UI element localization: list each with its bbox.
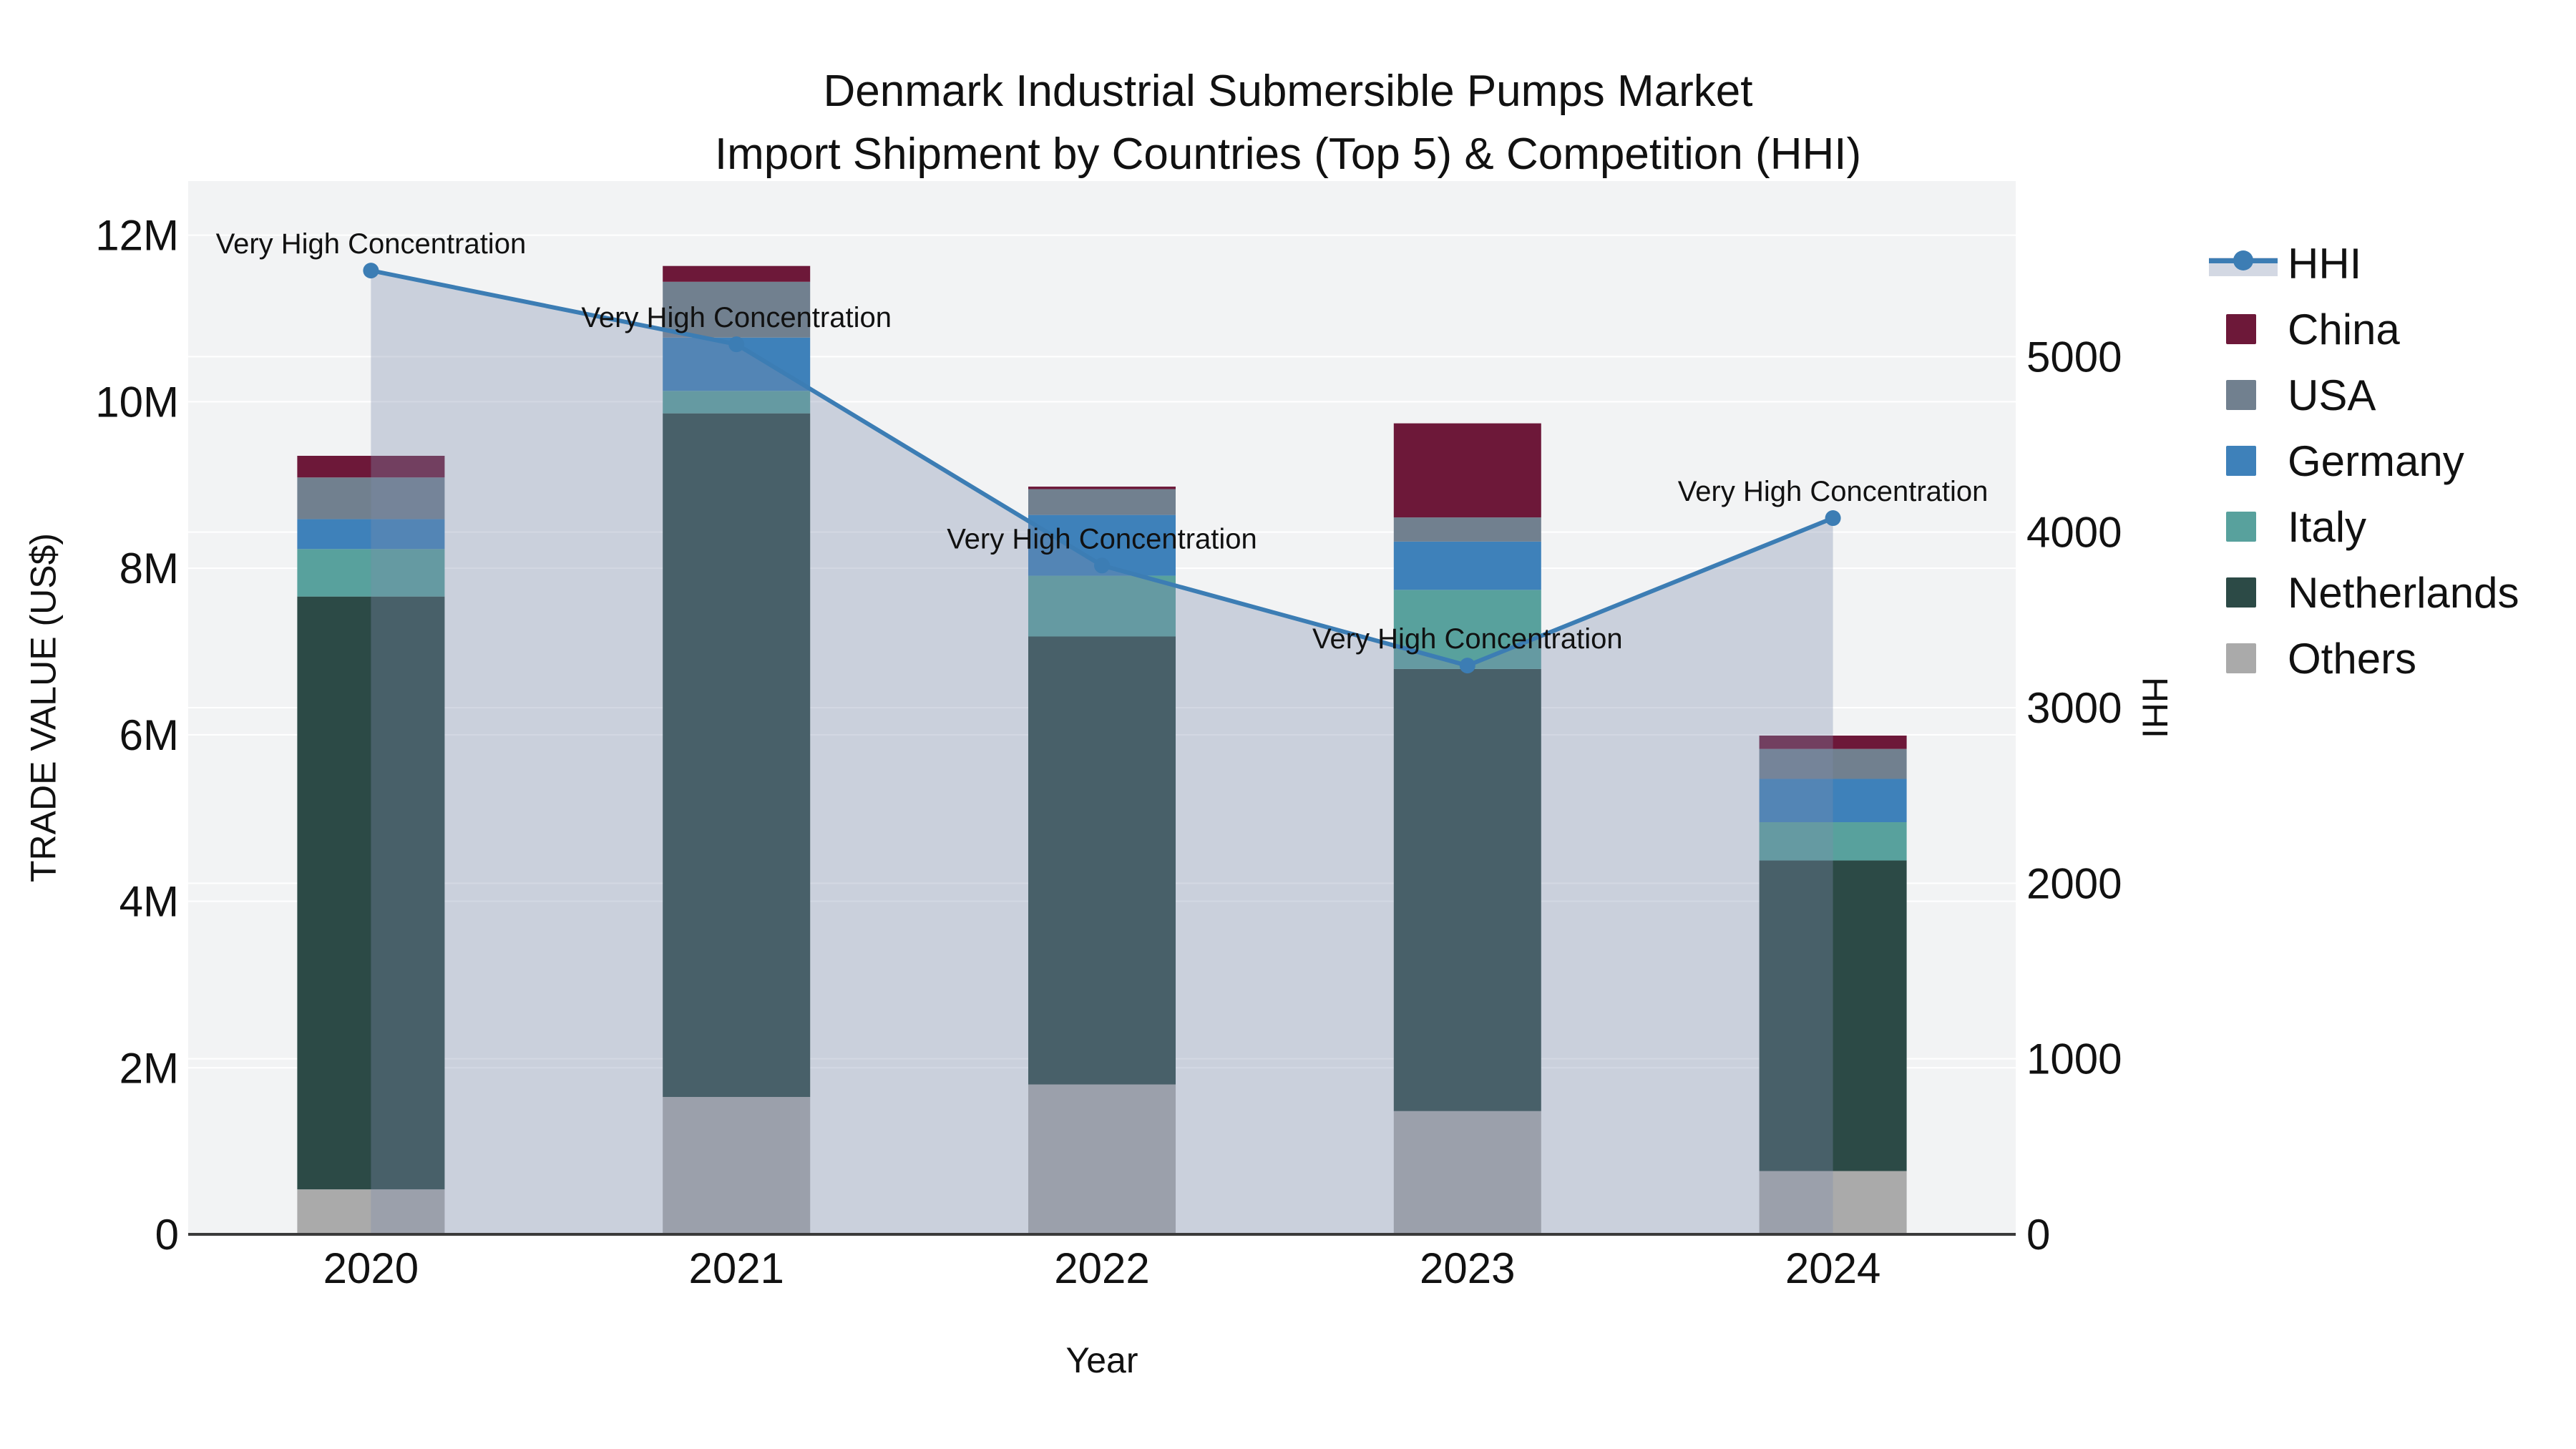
legend-item-italy[interactable]: Italy [2209, 494, 2519, 560]
legend-label: HHI [2288, 239, 2362, 288]
hhi-line-icon [2209, 248, 2278, 279]
hhi-marker-2023 [1459, 658, 1475, 674]
bar-segment-usa-2024 [1759, 748, 1907, 779]
y-tick-label: 8M [119, 545, 179, 592]
bar-segment-italy-2021 [663, 391, 811, 414]
bar-segment-netherlands-2020 [297, 596, 445, 1190]
legend-label: Others [2288, 634, 2417, 683]
bar-segment-germany-2024 [1759, 779, 1907, 822]
annotation-2021: Very High Concentration [581, 302, 892, 333]
bar-segment-others-2022 [1028, 1084, 1176, 1234]
y2-tick-label: 2000 [2026, 859, 2122, 907]
bar-segment-china-2023 [1393, 423, 1541, 518]
bar-segment-netherlands-2023 [1393, 668, 1541, 1111]
legend-label: China [2288, 305, 2400, 353]
legend-item-hhi[interactable]: HHI [2209, 230, 2519, 296]
annotation-2023: Very High Concentration [1312, 623, 1623, 655]
bar-segment-usa-2023 [1393, 517, 1541, 542]
annotation-2020: Very High Concentration [216, 228, 527, 260]
x-tick-label: 2020 [323, 1244, 419, 1292]
legend-label: Netherlands [2288, 568, 2519, 617]
legend: HHI China USA Germany Italy Netherlands … [2209, 230, 2519, 691]
legend-item-usa[interactable]: USA [2209, 362, 2519, 428]
bar-segment-others-2020 [297, 1189, 445, 1234]
y-tick-label: 12M [95, 212, 179, 260]
chart-title-line1: Denmark Industrial Submersible Pumps Mar… [823, 67, 1753, 116]
legend-label: Germany [2288, 436, 2464, 485]
bar-segment-germany-2020 [297, 519, 445, 550]
chart-title: Denmark Industrial Submersible Pumps Mar… [0, 60, 2576, 186]
x-axis-line [188, 1233, 2016, 1236]
bar-segment-italy-2020 [297, 549, 445, 597]
y2-axis-title: HHI [2135, 677, 2175, 738]
bar-segment-others-2024 [1759, 1171, 1907, 1234]
bar-segment-others-2021 [663, 1097, 811, 1234]
germany-swatch-icon [2226, 446, 2256, 476]
bar-segment-netherlands-2022 [1028, 636, 1176, 1085]
x-axis-title: Year [1065, 1340, 1138, 1380]
bar-segment-china-2020 [297, 456, 445, 478]
bar-segment-italy-2024 [1759, 822, 1907, 861]
y2-tick-label: 5000 [2026, 333, 2122, 381]
hhi-marker-2021 [728, 336, 745, 353]
bar-segment-italy-2022 [1028, 575, 1176, 637]
bar-segment-china-2021 [663, 265, 811, 282]
y-tick-label: 0 [155, 1211, 179, 1259]
y2-tick-label: 1000 [2026, 1035, 2122, 1083]
x-tick-label: 2022 [1054, 1244, 1149, 1292]
bar-segment-usa-2020 [297, 477, 445, 519]
x-tick-label: 2023 [1420, 1244, 1515, 1292]
bar-segment-usa-2022 [1028, 489, 1176, 515]
legend-label: USA [2288, 371, 2376, 419]
y-tick-label: 6M [119, 711, 179, 759]
x-tick-label: 2021 [688, 1244, 784, 1292]
others-swatch-icon [2226, 643, 2256, 673]
y2-tick-label: 4000 [2026, 509, 2122, 557]
bar-segment-netherlands-2021 [663, 413, 811, 1097]
hhi-marker-2022 [1094, 557, 1110, 574]
annotation-2022: Very High Concentration [947, 523, 1257, 555]
bar-segment-others-2023 [1393, 1111, 1541, 1234]
y-tick-label: 4M [119, 878, 179, 926]
legend-item-china[interactable]: China [2209, 296, 2519, 362]
usa-swatch-icon [2226, 380, 2256, 410]
legend-item-others[interactable]: Others [2209, 625, 2519, 691]
y-axis-title: TRADE VALUE (US$) [24, 533, 64, 882]
hhi-area [371, 270, 1833, 1234]
bar-segment-usa-2021 [663, 281, 811, 338]
y2-tick-label: 0 [2026, 1211, 2050, 1259]
legend-label: Italy [2288, 502, 2367, 551]
y-tick-label: 2M [119, 1044, 179, 1092]
bar-segment-italy-2023 [1393, 590, 1541, 669]
hhi-marker-2020 [363, 263, 379, 279]
bar-segment-china-2024 [1759, 735, 1907, 749]
bar-segment-germany-2023 [1393, 541, 1541, 590]
chart-title-line2: Import Shipment by Countries (Top 5) & C… [714, 130, 1862, 179]
y2-tick-label: 3000 [2026, 684, 2122, 732]
y-tick-label: 10M [95, 378, 179, 426]
netherlands-swatch-icon [2226, 577, 2256, 608]
china-swatch-icon [2226, 314, 2256, 344]
italy-swatch-icon [2226, 512, 2256, 542]
legend-item-germany[interactable]: Germany [2209, 428, 2519, 494]
bar-segment-netherlands-2024 [1759, 860, 1907, 1171]
x-tick-label: 2024 [1785, 1244, 1880, 1292]
annotation-2024: Very High Concentration [1678, 476, 1989, 507]
bar-segment-china-2022 [1028, 487, 1176, 489]
hhi-marker-2024 [1825, 510, 1841, 527]
legend-item-netherlands[interactable]: Netherlands [2209, 560, 2519, 625]
